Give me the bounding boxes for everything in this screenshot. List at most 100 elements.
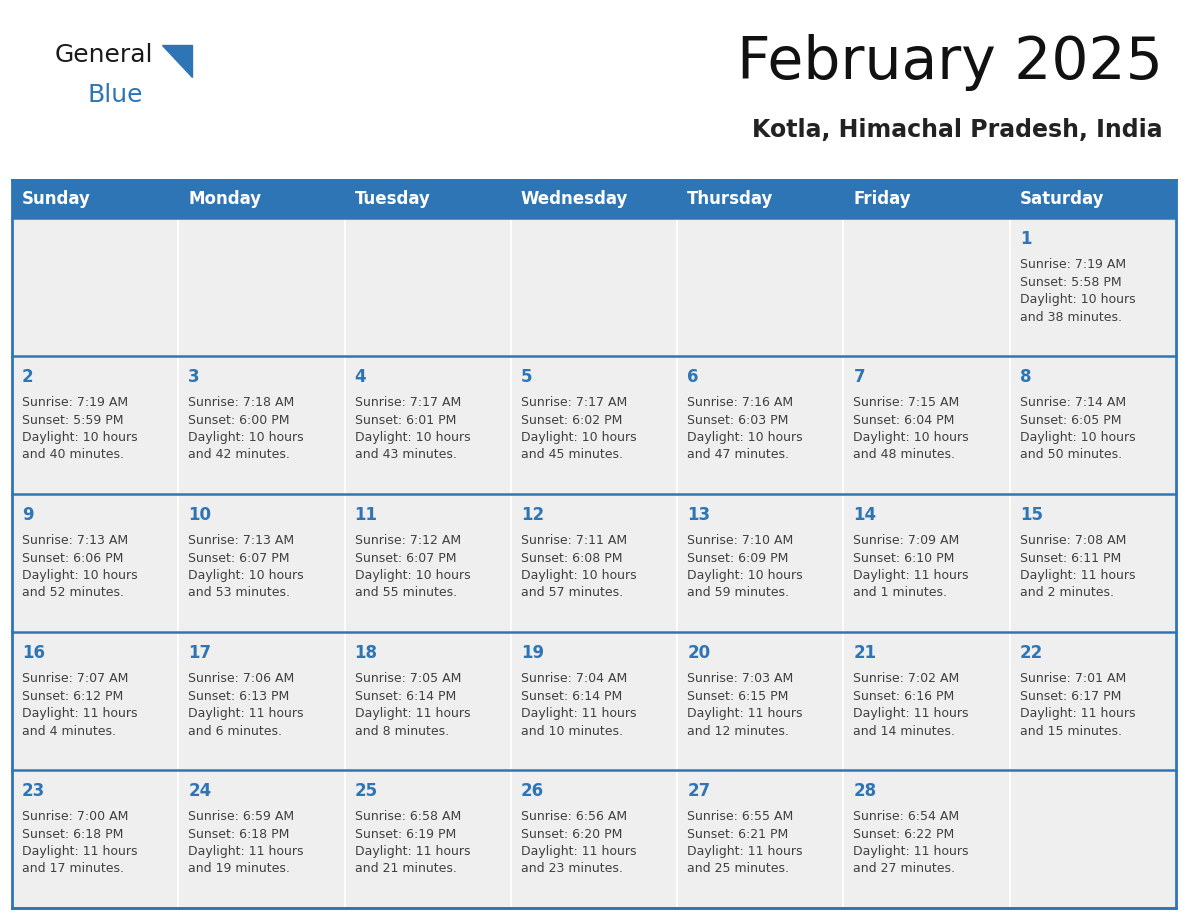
Text: Sunday: Sunday xyxy=(23,190,90,208)
Text: Friday: Friday xyxy=(853,190,911,208)
Text: and 23 minutes.: and 23 minutes. xyxy=(520,863,623,876)
Bar xyxy=(511,218,677,356)
Text: 2: 2 xyxy=(23,368,33,386)
Text: Daylight: 11 hours: Daylight: 11 hours xyxy=(1019,569,1136,582)
Text: Kotla, Himachal Pradesh, India: Kotla, Himachal Pradesh, India xyxy=(752,118,1163,142)
Text: 5: 5 xyxy=(520,368,532,386)
Text: Sunrise: 7:05 AM: Sunrise: 7:05 AM xyxy=(354,672,461,685)
Text: Daylight: 11 hours: Daylight: 11 hours xyxy=(354,845,470,858)
Bar xyxy=(178,494,345,632)
Text: Sunset: 6:01 PM: Sunset: 6:01 PM xyxy=(354,413,456,427)
Text: Daylight: 10 hours: Daylight: 10 hours xyxy=(1019,431,1136,444)
Text: Sunrise: 7:13 AM: Sunrise: 7:13 AM xyxy=(23,534,128,547)
Text: and 38 minutes.: and 38 minutes. xyxy=(1019,310,1121,323)
Text: 22: 22 xyxy=(1019,644,1043,662)
Bar xyxy=(677,494,843,632)
Text: Daylight: 10 hours: Daylight: 10 hours xyxy=(354,569,470,582)
Bar xyxy=(345,632,511,770)
Text: Sunrise: 7:19 AM: Sunrise: 7:19 AM xyxy=(23,396,128,409)
Text: Daylight: 11 hours: Daylight: 11 hours xyxy=(520,845,637,858)
Polygon shape xyxy=(162,45,192,77)
Text: and 42 minutes.: and 42 minutes. xyxy=(188,449,290,462)
Text: Sunset: 6:00 PM: Sunset: 6:00 PM xyxy=(188,413,290,427)
Bar xyxy=(12,218,178,356)
Text: Sunrise: 7:13 AM: Sunrise: 7:13 AM xyxy=(188,534,295,547)
Text: Blue: Blue xyxy=(87,83,143,107)
Bar xyxy=(345,494,511,632)
Text: Sunset: 6:03 PM: Sunset: 6:03 PM xyxy=(687,413,789,427)
Bar xyxy=(178,356,345,494)
Text: Sunrise: 7:00 AM: Sunrise: 7:00 AM xyxy=(23,810,128,823)
Text: 13: 13 xyxy=(687,506,710,524)
Text: Sunrise: 6:59 AM: Sunrise: 6:59 AM xyxy=(188,810,295,823)
Text: Sunset: 6:05 PM: Sunset: 6:05 PM xyxy=(1019,413,1121,427)
Text: General: General xyxy=(55,43,153,67)
Text: 25: 25 xyxy=(354,782,378,800)
Text: 3: 3 xyxy=(188,368,200,386)
Text: Sunrise: 7:03 AM: Sunrise: 7:03 AM xyxy=(687,672,794,685)
Text: 19: 19 xyxy=(520,644,544,662)
Text: Sunset: 6:13 PM: Sunset: 6:13 PM xyxy=(188,689,290,702)
Bar xyxy=(178,218,345,356)
Bar xyxy=(843,632,1010,770)
Text: and 4 minutes.: and 4 minutes. xyxy=(23,724,116,737)
Bar xyxy=(12,770,178,908)
Bar xyxy=(677,218,843,356)
Text: Sunset: 6:14 PM: Sunset: 6:14 PM xyxy=(520,689,623,702)
Text: and 53 minutes.: and 53 minutes. xyxy=(188,587,290,599)
Text: Sunrise: 7:17 AM: Sunrise: 7:17 AM xyxy=(520,396,627,409)
Text: Wednesday: Wednesday xyxy=(520,190,628,208)
Text: Sunrise: 7:01 AM: Sunrise: 7:01 AM xyxy=(1019,672,1126,685)
Bar xyxy=(843,180,1010,218)
Text: Sunset: 6:06 PM: Sunset: 6:06 PM xyxy=(23,552,124,565)
Text: and 50 minutes.: and 50 minutes. xyxy=(1019,449,1121,462)
Text: Daylight: 10 hours: Daylight: 10 hours xyxy=(1019,293,1136,306)
Text: and 45 minutes.: and 45 minutes. xyxy=(520,449,623,462)
Text: Sunrise: 7:04 AM: Sunrise: 7:04 AM xyxy=(520,672,627,685)
Text: Sunrise: 7:07 AM: Sunrise: 7:07 AM xyxy=(23,672,128,685)
Text: Sunrise: 7:17 AM: Sunrise: 7:17 AM xyxy=(354,396,461,409)
Text: Sunrise: 7:18 AM: Sunrise: 7:18 AM xyxy=(188,396,295,409)
Text: Daylight: 11 hours: Daylight: 11 hours xyxy=(188,707,304,720)
Text: Sunset: 5:58 PM: Sunset: 5:58 PM xyxy=(1019,275,1121,288)
Text: Sunset: 6:11 PM: Sunset: 6:11 PM xyxy=(1019,552,1121,565)
Text: Daylight: 11 hours: Daylight: 11 hours xyxy=(1019,707,1136,720)
Text: and 12 minutes.: and 12 minutes. xyxy=(687,724,789,737)
Text: and 25 minutes.: and 25 minutes. xyxy=(687,863,789,876)
Text: 8: 8 xyxy=(1019,368,1031,386)
Text: and 27 minutes.: and 27 minutes. xyxy=(853,863,955,876)
Bar xyxy=(345,770,511,908)
Text: Daylight: 10 hours: Daylight: 10 hours xyxy=(687,569,803,582)
Bar xyxy=(511,770,677,908)
Text: 4: 4 xyxy=(354,368,366,386)
Text: Sunset: 6:14 PM: Sunset: 6:14 PM xyxy=(354,689,456,702)
Bar xyxy=(1010,180,1176,218)
Bar xyxy=(178,632,345,770)
Text: Daylight: 10 hours: Daylight: 10 hours xyxy=(687,431,803,444)
Text: Daylight: 10 hours: Daylight: 10 hours xyxy=(23,431,138,444)
Text: Daylight: 11 hours: Daylight: 11 hours xyxy=(687,707,803,720)
Text: Sunrise: 7:14 AM: Sunrise: 7:14 AM xyxy=(1019,396,1126,409)
Text: and 15 minutes.: and 15 minutes. xyxy=(1019,724,1121,737)
Bar xyxy=(677,632,843,770)
Text: Daylight: 10 hours: Daylight: 10 hours xyxy=(520,569,637,582)
Text: Daylight: 10 hours: Daylight: 10 hours xyxy=(520,431,637,444)
Text: Sunrise: 7:02 AM: Sunrise: 7:02 AM xyxy=(853,672,960,685)
Text: Sunrise: 6:55 AM: Sunrise: 6:55 AM xyxy=(687,810,794,823)
Bar xyxy=(12,494,178,632)
Text: and 59 minutes.: and 59 minutes. xyxy=(687,587,789,599)
Text: Daylight: 10 hours: Daylight: 10 hours xyxy=(23,569,138,582)
Bar xyxy=(511,632,677,770)
Bar xyxy=(12,632,178,770)
Text: 21: 21 xyxy=(853,644,877,662)
Text: Sunrise: 6:56 AM: Sunrise: 6:56 AM xyxy=(520,810,627,823)
Bar xyxy=(677,770,843,908)
Bar xyxy=(178,770,345,908)
Text: Sunset: 6:19 PM: Sunset: 6:19 PM xyxy=(354,827,456,841)
Bar xyxy=(178,180,345,218)
Text: Sunset: 6:07 PM: Sunset: 6:07 PM xyxy=(188,552,290,565)
Text: Sunrise: 7:08 AM: Sunrise: 7:08 AM xyxy=(1019,534,1126,547)
Text: Sunset: 5:59 PM: Sunset: 5:59 PM xyxy=(23,413,124,427)
Bar xyxy=(511,356,677,494)
Text: Tuesday: Tuesday xyxy=(354,190,430,208)
